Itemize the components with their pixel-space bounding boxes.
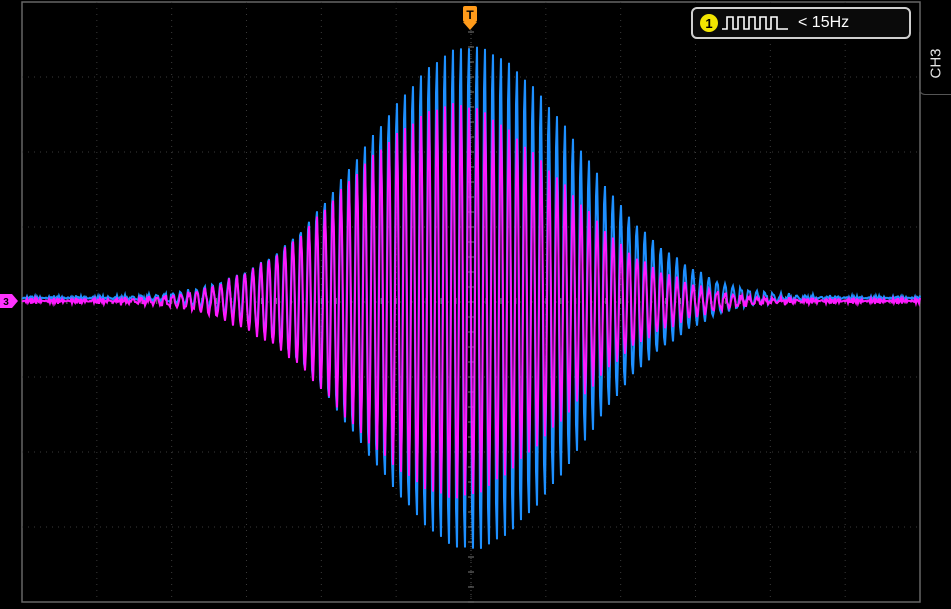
side-panel-channel-label: CH3: [921, 40, 951, 86]
square-wave-icon: [722, 16, 788, 30]
frequency-readout[interactable]: 1 < 15Hz: [691, 7, 911, 39]
side-panel-tab[interactable]: [919, 32, 951, 95]
channel-3-offset-marker[interactable]: 3: [0, 294, 18, 308]
channel-magenta-trace: [21, 103, 921, 499]
frequency-value: < 15Hz: [798, 14, 850, 31]
channel-marker-label: 3: [3, 297, 9, 308]
trigger-position-marker[interactable]: T: [463, 6, 477, 30]
channel-1-badge: 1: [700, 14, 718, 32]
trigger-marker-label: T: [466, 8, 474, 22]
side-panel-channel-text: CH3: [927, 47, 945, 79]
